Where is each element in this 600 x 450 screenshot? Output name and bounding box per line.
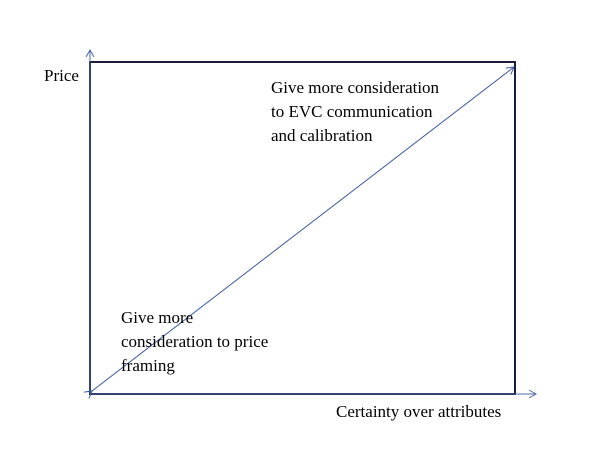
y-axis-label: Price <box>44 66 79 85</box>
bottom-left-annotation: Give more consideration to price framing <box>121 308 269 375</box>
top-right-annotation: Give more consideration to EVC communica… <box>271 78 440 145</box>
x-axis-label: Certainty over attributes <box>336 402 502 421</box>
diagonal-double-arrow <box>83 66 515 399</box>
